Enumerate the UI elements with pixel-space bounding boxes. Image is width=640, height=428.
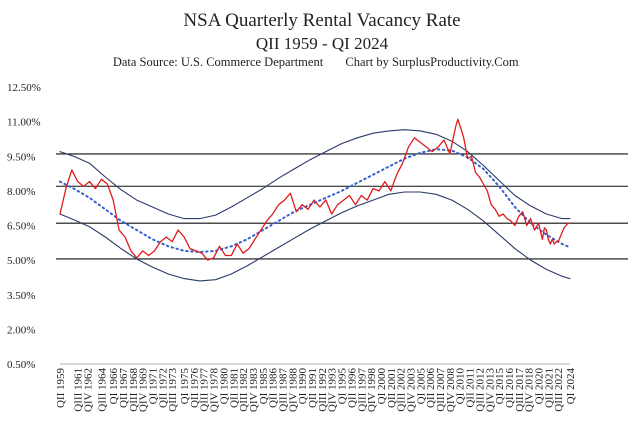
x-tick-label: QIII 1987 — [278, 368, 290, 412]
x-tick-label: QII 2021 — [543, 368, 555, 408]
x-tick-label: QIV 2013 — [484, 368, 496, 413]
x-tick-label: QI 2020 — [533, 368, 545, 405]
x-tick-label: QIV 1969 — [138, 368, 150, 413]
x-tick-label: QII 1976 — [189, 368, 201, 409]
x-tick-label: QIII 2022 — [553, 368, 565, 412]
x-tick-label: QIII 2012 — [474, 368, 486, 412]
x-tick-label: QI 2024 — [565, 368, 577, 405]
chart-title: NSA Quarterly Rental Vacancy Rate — [183, 10, 460, 31]
x-tick-label: QII 1986 — [268, 368, 280, 409]
x-tick-label: QIV 2018 — [524, 368, 536, 413]
x-tick-label: QI 1966 — [108, 368, 120, 405]
y-tick-label: 9.50% — [7, 151, 35, 163]
y-axis-ticks: 12.50% 11.00% 9.50% 8.00% 6.50% 5.00% 3.50% 2.0… — [7, 82, 41, 371]
x-tick-label: QI 2015 — [494, 368, 506, 405]
x-tick-label: QII 2001 — [386, 368, 398, 408]
x-tick-label: QII 1996 — [346, 368, 358, 409]
x-tick-label: QIII 2002 — [396, 368, 408, 412]
y-tick-label: 8.00% — [7, 186, 35, 198]
chart-credit: Chart by SurplusProductivity.Com — [345, 55, 518, 69]
upper-envelope-line — [59, 129, 571, 220]
x-tick-label: QI 1980 — [218, 368, 230, 405]
x-tick-label: QIV 2003 — [406, 368, 418, 413]
x-tick-label: QII 1991 — [307, 368, 319, 408]
x-tick-label: QIII 1961 — [73, 368, 85, 412]
x-tick-label: QIII 1968 — [128, 368, 140, 412]
y-tick-label: 6.50% — [7, 221, 35, 233]
series-layer — [59, 118, 571, 282]
y-tick-label: 5.00% — [7, 255, 35, 267]
lower-envelope-line — [59, 191, 571, 282]
y-tick-label: 3.50% — [7, 290, 35, 302]
x-tick-label: QIII 2017 — [514, 368, 526, 412]
x-tick-label: QIV 1988 — [287, 368, 299, 413]
x-tick-label: QIV 1978 — [209, 368, 221, 413]
x-tick-label: QIV 1993 — [327, 368, 339, 413]
x-tick-label: QIII 1973 — [167, 368, 179, 412]
x-tick-label: QIV 1998 — [366, 368, 378, 413]
x-tick-label: QI 1990 — [297, 368, 309, 405]
x-tick-label: QIII 1964 — [96, 368, 108, 412]
x-tick-label: QIII 1997 — [356, 368, 368, 412]
x-tick-label: QIII 1982 — [238, 368, 250, 412]
x-tick-label: QII 1981 — [228, 368, 240, 408]
x-tick-label: QIII 1992 — [317, 368, 329, 412]
x-tick-label: QI 2000 — [376, 368, 388, 405]
x-tick-label: QI 1971 — [148, 368, 160, 404]
x-tick-label: QI 2010 — [455, 368, 467, 405]
x-tick-label: QII 2006 — [425, 368, 437, 409]
data-source-note: Data Source: U.S. Commerce Department — [113, 55, 324, 69]
x-tick-label: QII 1959 — [55, 368, 67, 409]
x-tick-label: QI 1975 — [179, 368, 191, 405]
x-tick-label: QIV 2008 — [445, 368, 457, 413]
reference-lines — [56, 153, 628, 365]
x-tick-label: QI 1985 — [258, 368, 270, 405]
x-tick-label: QIII 1977 — [199, 368, 211, 412]
x-tick-label: QII 1972 — [157, 368, 169, 408]
y-tick-label: 11.00% — [7, 117, 41, 129]
rental-vacancy-rate-line — [59, 118, 571, 261]
trend-line — [59, 148, 571, 253]
x-tick-label: QIV 1962 — [83, 368, 95, 412]
y-tick-label: 2.00% — [7, 324, 35, 336]
x-tick-label: QIV 1983 — [248, 368, 260, 413]
y-tick-label: 12.50% — [7, 82, 41, 94]
x-tick-label: QII 2011 — [465, 368, 477, 408]
x-tick-label: QI 2005 — [415, 368, 427, 405]
x-tick-label: QII 2016 — [504, 368, 516, 409]
x-tick-label: QII 1967 — [118, 368, 130, 409]
x-tick-label: QI 1995 — [337, 368, 349, 405]
x-tick-label: QIII 2007 — [435, 368, 447, 412]
y-tick-label: 0.50% — [7, 359, 35, 371]
chart-subtitle: QII 1959 - QI 2024 — [256, 34, 389, 53]
